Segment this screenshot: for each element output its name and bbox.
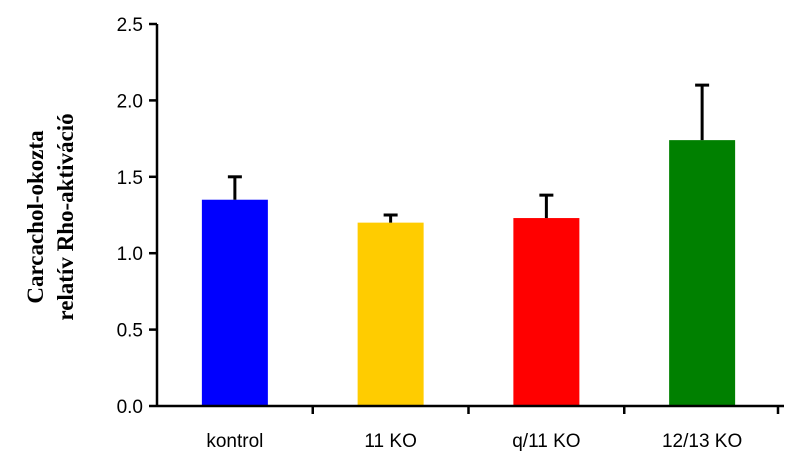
x-axis: kontrol 11 KO q/11 KO 12/13 KO xyxy=(157,404,784,452)
y-axis: 0.0 0.5 1.0 1.5 2.0 2.5 xyxy=(117,15,159,418)
bar-1 xyxy=(357,222,424,406)
bar-0 xyxy=(201,199,268,406)
y-axis-title-line-1: Carcachol-okozta xyxy=(23,130,48,304)
x-tick-label-2: q/11 KO xyxy=(512,431,580,452)
y-axis-title-line-2: relatív Rho-aktiváció xyxy=(53,113,78,320)
bar-2 xyxy=(513,218,580,406)
y-axis-title: Carcachol-okozta relatív Rho-aktiváció xyxy=(23,113,78,320)
y-tick-label: 1.0 xyxy=(117,244,143,265)
x-tick-label-1: 11 KO xyxy=(364,431,416,452)
y-tick-label: 2.5 xyxy=(117,15,143,36)
y-tick-label: 1.5 xyxy=(117,168,143,189)
x-tick-label-3: 12/13 KO xyxy=(662,431,742,452)
bar-3 xyxy=(669,140,736,407)
y-tick-label: 2.0 xyxy=(117,91,143,112)
bars-group xyxy=(201,140,736,407)
y-tick-label: 0.0 xyxy=(117,397,143,418)
x-tick-label-0: kontrol xyxy=(206,431,263,452)
error-bars-group xyxy=(227,83,710,223)
y-tick-label: 0.5 xyxy=(117,321,143,342)
